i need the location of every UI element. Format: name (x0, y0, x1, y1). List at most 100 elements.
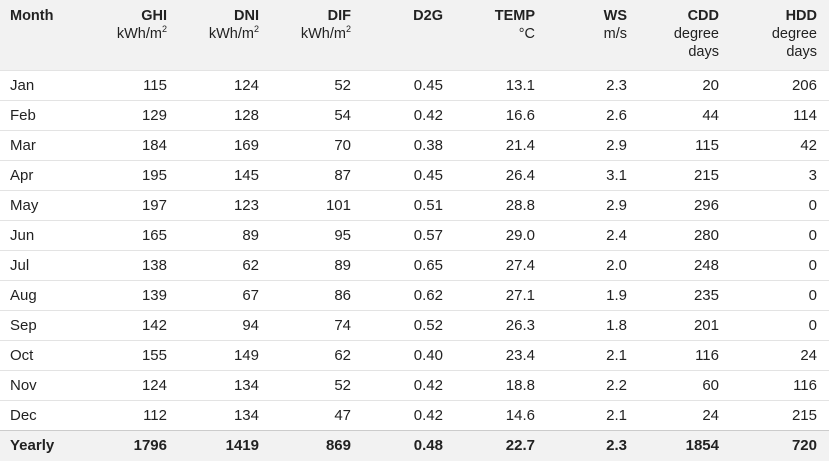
cell-d2g: 0.62 (413, 286, 443, 304)
cell-ws: 2.3 (606, 437, 627, 455)
table-row: Jan 115 124 52 0.45 13.1 2.3 20 206 (0, 70, 829, 100)
cell-hdd: 114 (793, 106, 817, 124)
cell-dni: 124 (233, 76, 259, 94)
cell-temp: 26.4 (505, 166, 535, 184)
cell-ghi: 124 (141, 376, 167, 394)
cell-dni: 134 (233, 406, 259, 424)
cell-dni: 62 (242, 256, 259, 274)
cell-temp: 23.4 (505, 346, 535, 364)
cell-d2g: 0.45 (413, 166, 443, 184)
cell-d2g: 0.40 (413, 346, 443, 364)
cell-dif: 89 (334, 256, 351, 274)
header-d2g-name: D2G (413, 8, 443, 24)
cell-hdd: 720 (791, 437, 817, 455)
header-row: Month GHI kWh/m2 DNI kWh/m2 DIF kWh/m2 D… (0, 0, 829, 70)
cell-dif: 86 (334, 286, 351, 304)
table-row: Oct 155 149 62 0.40 23.4 2.1 116 24 (0, 340, 829, 370)
table-row: Sep 142 94 74 0.52 26.3 1.8 201 0 (0, 310, 829, 340)
table-row: Jun 165 89 95 0.57 29.0 2.4 280 0 (0, 220, 829, 250)
header-dni-unit: kWh/m2 (187, 25, 259, 43)
cell-d2g: 0.42 (413, 406, 443, 424)
header-dni-name: DNI (234, 8, 259, 24)
cell-cdd: 235 (693, 286, 719, 304)
cell-temp: 21.4 (505, 136, 535, 154)
table-body: Jan 115 124 52 0.45 13.1 2.3 20 206 Feb 129 128 54 0.… (0, 70, 829, 461)
cell-dni: 134 (233, 376, 259, 394)
header-ghi: GHI kWh/m2 (92, 0, 179, 70)
cell-temp: 27.4 (505, 256, 535, 274)
cell-ws: 2.9 (606, 196, 627, 214)
header-cdd-name: CDD (687, 8, 719, 24)
header-ws-unit: m/s (603, 26, 627, 42)
cell-dni: 128 (233, 106, 259, 124)
cell-d2g: 0.42 (413, 376, 443, 394)
cell-hdd: 0 (808, 226, 817, 244)
cell-month: Dec (10, 406, 37, 424)
cell-hdd: 0 (808, 256, 817, 274)
header-d2g: D2G (363, 0, 455, 70)
cell-cdd: 296 (693, 196, 719, 214)
cell-dni: 145 (233, 166, 259, 184)
cell-month: May (10, 196, 39, 214)
cell-month: Jul (10, 256, 30, 274)
header-hdd-unit: degree (771, 26, 817, 42)
cell-temp: 22.7 (505, 437, 535, 455)
table-header: Month GHI kWh/m2 DNI kWh/m2 DIF kWh/m2 D… (0, 0, 829, 70)
cell-cdd: 280 (693, 226, 719, 244)
cell-dni: 169 (233, 136, 259, 154)
cell-cdd: 20 (702, 76, 719, 94)
header-ghi-unit-base: kWh/m (116, 26, 162, 42)
cell-cdd: 44 (702, 106, 719, 124)
header-ghi-unit-exponent: 2 (161, 24, 167, 35)
table-row: Dec 112 134 47 0.42 14.6 2.1 24 215 (0, 400, 829, 430)
cell-dif: 54 (334, 106, 351, 124)
cell-cdd: 60 (702, 376, 719, 394)
cell-temp: 13.1 (505, 76, 535, 94)
cell-ghi: 142 (141, 316, 167, 334)
header-temp: TEMP °C (455, 0, 547, 70)
cell-d2g: 0.42 (413, 106, 443, 124)
cell-dif: 70 (334, 136, 351, 154)
cell-dni: 67 (242, 286, 259, 304)
cell-dni: 94 (242, 316, 259, 334)
cell-ws: 2.6 (606, 106, 627, 124)
header-hdd-name: HDD (785, 8, 817, 24)
cell-dni: 123 (233, 196, 259, 214)
header-dif-name: DIF (327, 8, 351, 24)
cell-month: Jun (10, 226, 35, 244)
cell-dni: 149 (233, 346, 259, 364)
cell-hdd: 0 (808, 196, 817, 214)
cell-cdd: 115 (695, 136, 719, 154)
table-row: Apr 195 145 87 0.45 26.4 3.1 215 3 (0, 160, 829, 190)
cell-ghi: 197 (141, 196, 167, 214)
cell-ghi: 184 (141, 136, 167, 154)
cell-d2g: 0.57 (413, 226, 443, 244)
cell-ghi: 155 (141, 346, 167, 364)
cell-d2g: 0.45 (413, 76, 443, 94)
cell-dif: 62 (334, 346, 351, 364)
header-dif-unit: kWh/m2 (279, 25, 351, 43)
cell-cdd: 201 (693, 316, 719, 334)
cell-temp: 14.6 (505, 406, 535, 424)
header-ghi-unit: kWh/m2 (100, 25, 167, 43)
cell-hdd: 206 (791, 76, 817, 94)
cell-month: Nov (10, 376, 37, 394)
header-dni-unit-base: kWh/m (208, 26, 254, 42)
cell-ws: 2.1 (606, 346, 627, 364)
cell-cdd: 24 (702, 406, 719, 424)
cell-dif: 52 (334, 76, 351, 94)
cell-dif: 869 (325, 437, 351, 455)
table-row: Jul 138 62 89 0.65 27.4 2.0 248 0 (0, 250, 829, 280)
cell-dif: 52 (334, 376, 351, 394)
cell-temp: 28.8 (505, 196, 535, 214)
cell-month: Feb (10, 106, 36, 124)
header-month-name: Month (10, 8, 54, 24)
cell-hdd: 116 (793, 376, 817, 394)
cell-temp: 27.1 (505, 286, 535, 304)
cell-month: Mar (10, 136, 36, 154)
cell-month: Jan (10, 76, 35, 94)
cell-d2g: 0.48 (413, 437, 443, 455)
cell-month: Oct (10, 346, 34, 364)
cell-dif: 47 (334, 406, 351, 424)
